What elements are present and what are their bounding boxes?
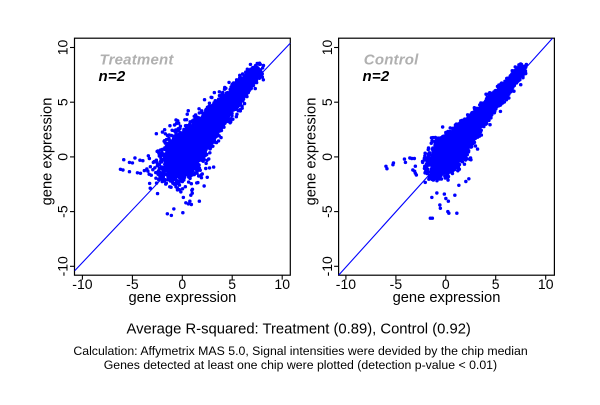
svg-text:gene expression: gene expression bbox=[393, 290, 501, 306]
svg-text:Control: Control bbox=[364, 52, 419, 69]
svg-text:0: 0 bbox=[319, 153, 335, 161]
svg-text:-5: -5 bbox=[319, 205, 335, 218]
svg-text:5: 5 bbox=[228, 276, 236, 292]
svg-text:10: 10 bbox=[319, 40, 335, 56]
svg-text:n=2: n=2 bbox=[363, 68, 390, 85]
svg-text:5: 5 bbox=[492, 276, 500, 292]
svg-text:-5: -5 bbox=[55, 205, 71, 218]
svg-text:0: 0 bbox=[55, 153, 71, 161]
svg-text:gene expression: gene expression bbox=[304, 98, 320, 206]
svg-text:Calculation: Affymetrix MAS 5.: Calculation: Affymetrix MAS 5.0, Signal … bbox=[73, 344, 527, 358]
svg-text:Genes detected at least one ch: Genes detected at least one chip were pl… bbox=[104, 358, 497, 372]
svg-text:-10: -10 bbox=[319, 256, 335, 276]
svg-text:10: 10 bbox=[538, 276, 554, 292]
svg-text:gene expression: gene expression bbox=[129, 290, 237, 306]
svg-text:0: 0 bbox=[442, 276, 450, 292]
svg-text:-10: -10 bbox=[55, 256, 71, 276]
svg-text:-10: -10 bbox=[72, 276, 92, 292]
svg-text:5: 5 bbox=[55, 98, 71, 106]
svg-text:gene expression: gene expression bbox=[40, 98, 56, 206]
svg-text:-10: -10 bbox=[336, 276, 356, 292]
svg-text:Treatment: Treatment bbox=[100, 52, 175, 69]
svg-text:Average R-squared: Treatment (: Average R-squared: Treatment (0.89), Con… bbox=[127, 321, 471, 337]
svg-text:-5: -5 bbox=[126, 276, 139, 292]
svg-text:0: 0 bbox=[178, 276, 186, 292]
svg-text:-5: -5 bbox=[390, 276, 403, 292]
svg-text:10: 10 bbox=[55, 40, 71, 56]
svg-text:n=2: n=2 bbox=[99, 68, 126, 85]
svg-text:10: 10 bbox=[274, 276, 290, 292]
svg-text:5: 5 bbox=[319, 98, 335, 106]
